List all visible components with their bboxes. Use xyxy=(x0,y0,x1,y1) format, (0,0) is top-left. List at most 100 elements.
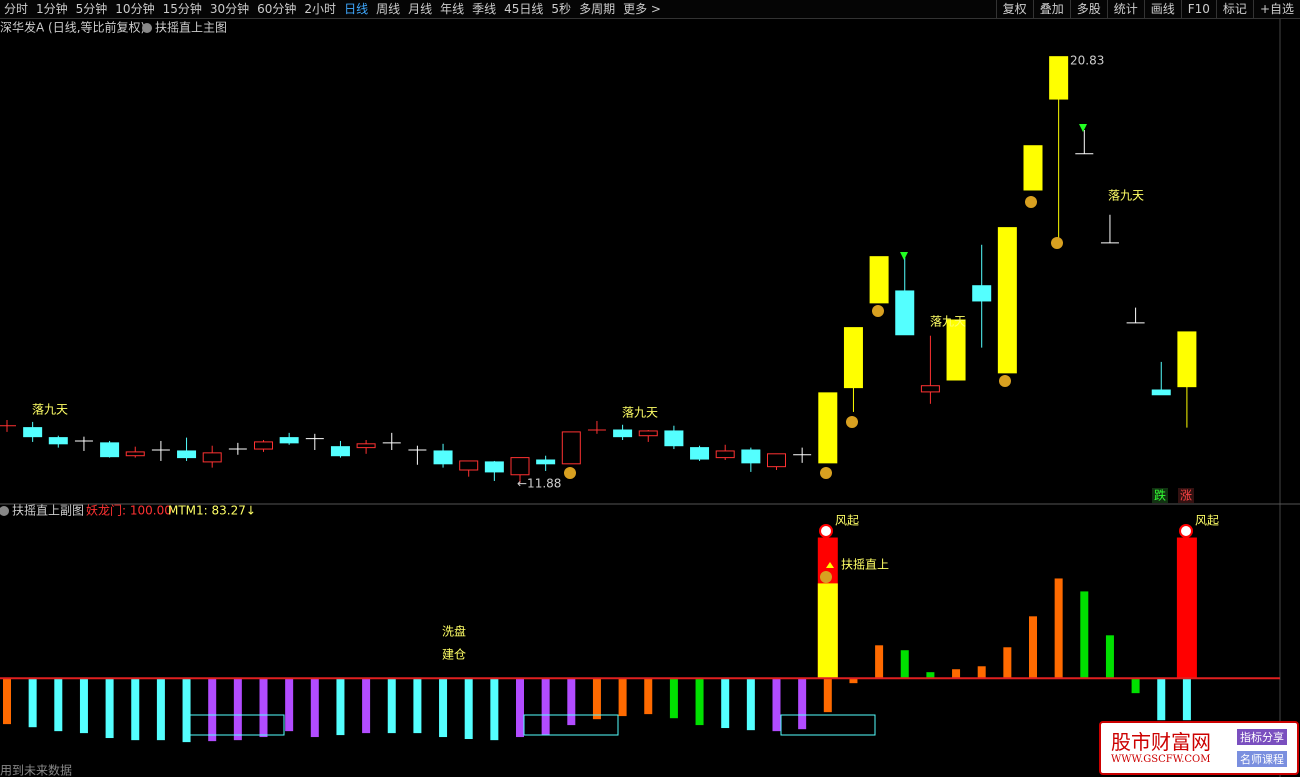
period-tab[interactable]: 更多 > xyxy=(623,2,661,16)
candle-body xyxy=(254,441,273,450)
box xyxy=(780,714,876,736)
security-title: 深华发A (日线,等比前复权) xyxy=(0,20,145,35)
toolbar-button[interactable]: F10 xyxy=(1180,0,1216,18)
candle-body xyxy=(972,285,992,302)
candle-body xyxy=(1151,389,1171,396)
period-tab[interactable]: 15分钟 xyxy=(162,2,202,16)
candle-body xyxy=(843,327,863,389)
candle-body xyxy=(561,431,581,465)
bar xyxy=(875,645,884,679)
bar xyxy=(131,678,140,741)
candle-body xyxy=(356,443,376,449)
period-tab[interactable]: 1分钟 xyxy=(36,2,68,16)
period-tab[interactable]: 季线 xyxy=(472,2,497,16)
bar xyxy=(1157,678,1166,721)
period-tab[interactable]: 多周期 xyxy=(579,2,616,16)
bar xyxy=(746,678,755,731)
candle-body xyxy=(459,460,479,471)
annotation: 落九天 xyxy=(930,315,966,329)
footer-note: 用到未来数据 xyxy=(0,763,72,777)
toolbar: 分时 1分钟 5分钟 10分钟 15分钟 30分钟 60分钟 2小时 日线 周线 月线 年线 季线 45日… xyxy=(0,0,1300,19)
bar xyxy=(798,678,807,730)
bar xyxy=(1029,616,1037,679)
bar xyxy=(516,678,524,738)
bar xyxy=(977,666,986,679)
candle-body xyxy=(767,453,786,468)
candle-body xyxy=(946,319,966,381)
bar xyxy=(387,678,396,734)
bar xyxy=(849,678,858,684)
annotation: 风起 xyxy=(835,514,859,528)
watermark: 股市财富网 WWW.GSCFW.COM 指标分享 名师课程 xyxy=(1099,721,1299,775)
period-tabs: 分时 1分钟 5分钟 10分钟 15分钟 30分钟 60分钟 2小时 日线 周线 月线 年线 季线 45日… xyxy=(0,0,665,18)
candle-body xyxy=(741,449,761,464)
bar xyxy=(362,678,371,734)
candle-body xyxy=(510,457,530,476)
candle-body xyxy=(613,429,633,438)
candle-body xyxy=(330,446,350,457)
watermark-name: 股市财富网 xyxy=(1111,730,1211,754)
annotation: 建仓 xyxy=(442,648,466,662)
bar xyxy=(1182,678,1191,721)
bar xyxy=(464,678,473,740)
candle-body xyxy=(1023,145,1043,191)
period-tab[interactable]: 5秒 xyxy=(551,2,572,16)
period-tab[interactable]: 5分钟 xyxy=(75,2,108,16)
bar xyxy=(541,678,550,736)
annotation: 20.83 xyxy=(1070,54,1104,68)
icon xyxy=(0,506,9,516)
bar xyxy=(1176,537,1197,679)
bar xyxy=(926,672,935,679)
candle-body xyxy=(1049,56,1069,100)
annotation: 涨 xyxy=(1180,488,1192,503)
candle-body xyxy=(433,450,453,465)
annotation: 跌 xyxy=(1154,488,1166,503)
annotation: 风起 xyxy=(1195,514,1219,528)
toolbar-button[interactable]: 叠加 xyxy=(1032,0,1070,18)
bar xyxy=(900,650,909,679)
bar xyxy=(567,678,576,726)
bar xyxy=(817,583,838,679)
annotation: ←11.88 xyxy=(517,477,561,491)
candle-body xyxy=(869,256,889,304)
candle-body xyxy=(920,385,940,393)
bar xyxy=(310,678,319,738)
candle-body xyxy=(715,450,735,459)
bar xyxy=(952,669,961,679)
candle-body xyxy=(895,290,915,336)
toolbar-button[interactable]: 统计 xyxy=(1106,0,1144,18)
legend-entry: 妖龙门: 100.00 xyxy=(86,503,172,518)
candle-body xyxy=(125,451,145,457)
bar xyxy=(695,678,704,726)
period-tab[interactable]: 30分钟 xyxy=(209,2,250,16)
toolbar-button[interactable]: 复权 xyxy=(995,0,1033,18)
period-tab[interactable]: 年线 xyxy=(440,2,465,16)
period-tab[interactable]: 分时 xyxy=(4,2,29,16)
box xyxy=(523,714,619,736)
watermark-url: WWW.GSCFW.COM xyxy=(1111,754,1211,765)
candle-body xyxy=(638,430,658,437)
period-tab[interactable]: 2小时 xyxy=(304,2,337,16)
bar xyxy=(772,678,781,732)
candle-body xyxy=(1177,331,1197,388)
toolbar-button[interactable]: +自选 xyxy=(1252,0,1300,18)
period-tab[interactable]: 月线 xyxy=(408,2,433,16)
period-tab[interactable]: 日线 xyxy=(344,2,369,16)
bar xyxy=(54,678,63,732)
toolbar-actions: 复权 叠加 多股 统计 画线 F10 标记 +自选 xyxy=(995,0,1300,18)
bar xyxy=(644,678,653,715)
bar xyxy=(3,678,11,725)
bar xyxy=(592,678,601,720)
toolbar-button[interactable]: 多股 xyxy=(1069,0,1107,18)
period-tab[interactable]: 10分钟 xyxy=(115,2,155,16)
indicator-title: 扶摇直上主图 xyxy=(155,20,227,35)
period-tab[interactable]: 60分钟 xyxy=(257,2,297,16)
period-tab[interactable]: 45日线 xyxy=(504,2,544,16)
toolbar-button[interactable]: 画线 xyxy=(1143,0,1181,18)
annotation: 扶摇直上 xyxy=(841,557,889,572)
period-tab[interactable]: 周线 xyxy=(376,2,401,16)
bar xyxy=(490,678,499,741)
bar xyxy=(1131,678,1140,694)
toolbar-button[interactable]: 标记 xyxy=(1215,0,1253,18)
